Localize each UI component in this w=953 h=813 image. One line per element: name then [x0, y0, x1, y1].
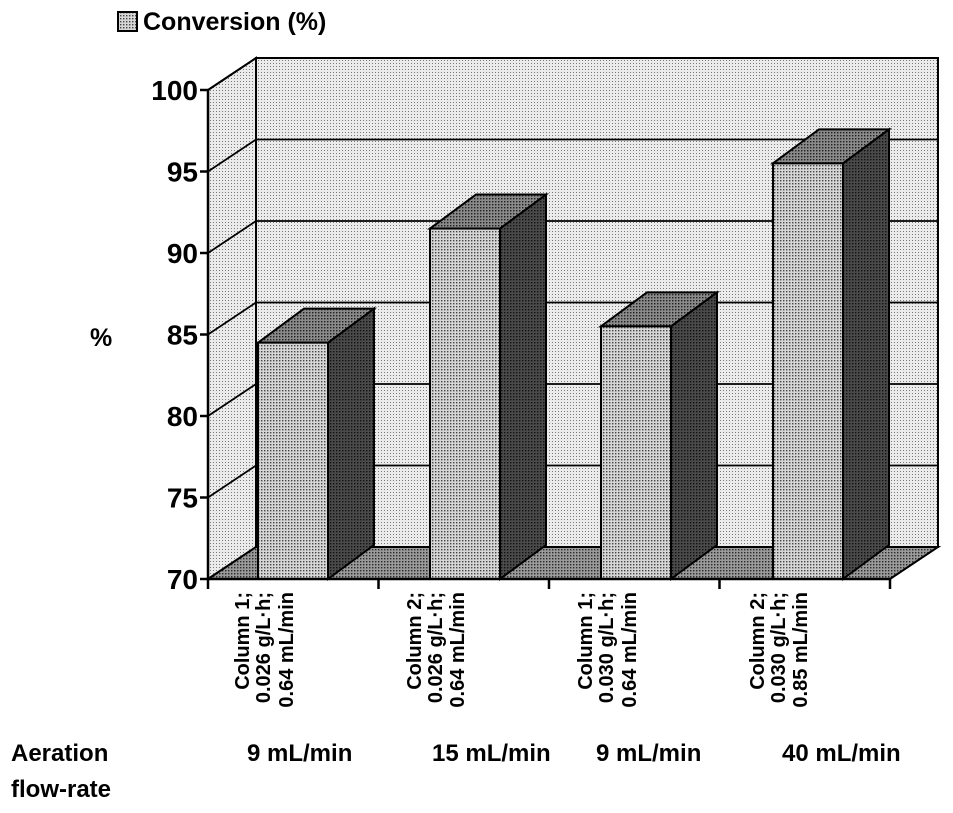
bar	[426, 192, 550, 581]
y-tick-label: 100	[151, 75, 198, 106]
gridline	[207, 138, 938, 173]
bar-front	[600, 325, 672, 580]
category-label-line: 0.026 g/L·h;	[253, 592, 275, 703]
bar	[769, 127, 893, 581]
category-label-line: 0.030 g/L·h;	[768, 592, 790, 703]
category-label-line: 0.030 g/L·h;	[596, 592, 618, 703]
legend-label: Conversion (%)	[143, 8, 326, 36]
legend-swatch	[117, 11, 138, 32]
category-label-line: 0.64 mL/min	[619, 592, 641, 708]
category-labels: Column 1; 0.026 g/L·h; 0.64 mL/min Column 2…	[232, 592, 812, 708]
y-tick-label: 70	[167, 564, 198, 595]
category-label-line: Column 2;	[747, 592, 769, 690]
y-tick-label: 75	[167, 483, 198, 514]
y-tick-label: 85	[167, 320, 198, 351]
bar-side	[670, 290, 718, 581]
aeration-value: 40 mL/min	[782, 740, 901, 767]
aeration-value: 15 mL/min	[432, 740, 551, 767]
gridline	[207, 220, 938, 254]
category-label-line: Column 1;	[575, 592, 597, 690]
aeration-value: 9 mL/min	[596, 740, 701, 767]
bar	[254, 306, 378, 581]
bar-side	[327, 306, 375, 581]
bar-front	[429, 227, 501, 581]
y-tick-label: 80	[167, 401, 198, 432]
bar-front	[257, 341, 329, 580]
aeration-label-line1: Aeration	[11, 740, 108, 767]
category-label-line: 0.64 mL/min	[447, 592, 469, 708]
bar-side	[499, 192, 547, 581]
aeration-label-line2: flow-rate	[11, 776, 111, 803]
bar-side	[842, 127, 890, 581]
category-label-line: Column 1;	[232, 592, 254, 690]
y-axis: 70 75 80 85 90 95 100	[151, 75, 210, 595]
y-tick-label: 95	[167, 157, 198, 188]
category-label-line: Column 2;	[404, 592, 426, 690]
y-tick-label: 90	[167, 238, 198, 269]
bar	[597, 290, 721, 581]
bar-front	[772, 162, 844, 580]
x-axis	[206, 577, 892, 589]
category-label-line: 0.64 mL/min	[276, 592, 298, 708]
gridline	[207, 57, 938, 91]
y-axis-title: %	[90, 324, 112, 352]
category-label-line: 0.85 mL/min	[790, 592, 812, 708]
aeration-value: 9 mL/min	[247, 740, 352, 767]
aeration-values: 9 mL/min 15 mL/min 9 mL/min 40 mL/min	[247, 740, 901, 767]
legend: Conversion (%)	[117, 8, 326, 36]
category-label-line: 0.026 g/L·h;	[425, 592, 447, 703]
